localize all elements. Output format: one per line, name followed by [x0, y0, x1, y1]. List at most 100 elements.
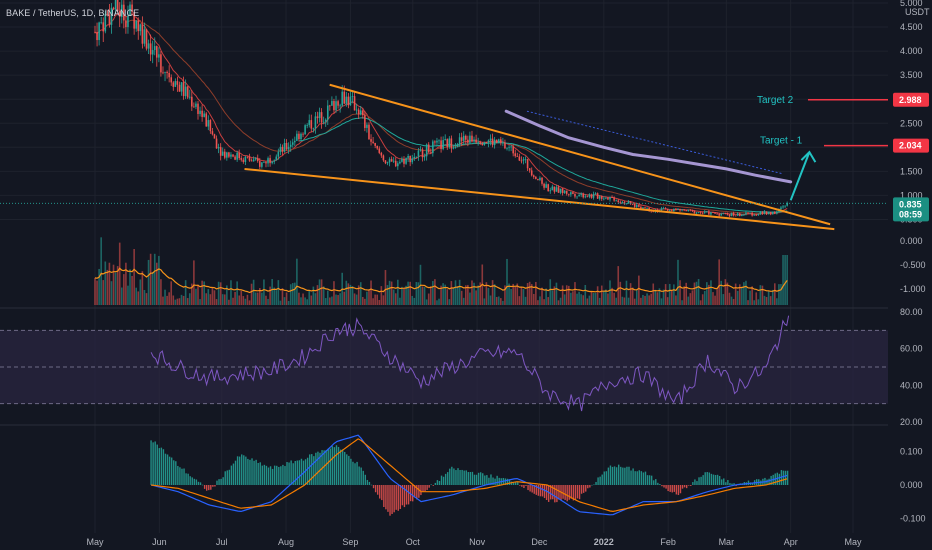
candle-body — [699, 212, 702, 213]
macd-histogram-bar — [537, 485, 540, 496]
macd-histogram-bar — [319, 452, 321, 485]
macd-histogram-bar — [177, 465, 179, 485]
candle-body — [755, 214, 758, 216]
macd-histogram-bar — [576, 485, 579, 499]
candle-body — [203, 113, 205, 117]
volume-bar — [638, 275, 640, 305]
candle-body — [493, 139, 496, 146]
macd-histogram-bar — [667, 485, 669, 492]
volume-bar — [771, 289, 774, 305]
macd-histogram-bar — [267, 467, 270, 485]
candle-body — [473, 139, 475, 142]
candle-body — [236, 152, 238, 160]
macd-histogram-bar — [550, 485, 552, 500]
candle-body — [238, 152, 240, 159]
macd-histogram-bar — [366, 479, 369, 485]
volume-bar — [574, 282, 576, 305]
candle-body — [271, 161, 273, 164]
macd-histogram-bar — [282, 464, 284, 485]
macd-histogram-bar — [459, 470, 461, 485]
candle-body — [300, 133, 302, 140]
volume-bar — [339, 293, 341, 305]
volume-bar — [722, 294, 725, 305]
candle-body — [572, 192, 574, 194]
candle-body — [333, 101, 335, 111]
macd-histogram-bar — [517, 482, 519, 485]
volume-bar — [193, 260, 195, 305]
candle-body — [259, 161, 261, 167]
volume-axis-tick: -0.500 — [900, 260, 926, 270]
macd-histogram-bar — [564, 485, 566, 500]
macd-histogram-bar — [440, 475, 443, 485]
macd-histogram-bar — [327, 448, 329, 485]
candle-body — [324, 119, 327, 122]
volume-bar — [382, 295, 385, 305]
macd-axis-tick: 0.000 — [900, 480, 923, 490]
candle-body — [331, 101, 333, 106]
macd-histogram-bar — [508, 479, 511, 485]
macd-histogram-bar — [655, 479, 657, 485]
macd-histogram-bar — [570, 485, 573, 499]
macd-histogram-bar — [156, 444, 158, 485]
candle-body — [500, 139, 502, 143]
volume-bar — [310, 295, 313, 305]
time-axis-tick: Nov — [469, 537, 486, 547]
candle-body — [133, 11, 135, 29]
macd-histogram-bar — [294, 461, 296, 485]
macd-histogram-bar — [706, 472, 708, 485]
candle-body — [252, 159, 255, 162]
candle-body — [465, 135, 467, 140]
macd-histogram-bar — [578, 485, 581, 500]
volume-bar — [590, 291, 593, 305]
volume-bar — [479, 282, 482, 305]
macd-histogram-bar — [611, 466, 614, 485]
candle-body — [100, 22, 102, 24]
macd-histogram-bar — [185, 473, 187, 485]
volume-bar — [755, 292, 758, 305]
trendlines[interactable] — [244, 83, 835, 231]
candle-body — [129, 4, 131, 16]
ema-slow-line — [125, 19, 788, 214]
candle-body — [633, 203, 636, 207]
macd-histogram-bar — [391, 485, 393, 514]
candle-body — [411, 158, 414, 163]
candle-body — [96, 32, 98, 41]
macd-histogram-bar — [521, 485, 523, 487]
macd-histogram-bar — [634, 471, 636, 485]
macd-histogram-bar — [556, 485, 558, 503]
macd-histogram-bar — [566, 485, 568, 502]
macd-histogram-bar — [723, 478, 725, 485]
volume-bar — [164, 289, 166, 305]
macd-histogram-bar — [675, 485, 678, 495]
volume-bar — [226, 285, 228, 305]
volume-bar — [650, 293, 652, 305]
volume-bar — [143, 290, 146, 305]
candle-body — [277, 151, 280, 157]
candle-body — [559, 188, 562, 193]
candle-body — [209, 120, 212, 132]
volume-bar — [454, 280, 457, 305]
candle-body — [114, 0, 117, 10]
volume-bar — [710, 280, 712, 305]
volume-bar — [351, 286, 354, 305]
candle-body — [211, 131, 214, 135]
target-2-price-tag — [893, 92, 929, 107]
candle-body — [547, 184, 549, 192]
macd-histogram-bar — [368, 481, 371, 485]
volume-bar — [450, 281, 453, 305]
macd-histogram-bar — [696, 481, 698, 485]
candle-body — [123, 4, 125, 21]
macd-histogram-bar — [646, 475, 649, 485]
candle-body — [217, 147, 220, 149]
candle-body — [786, 202, 788, 206]
volume-bar — [497, 296, 500, 305]
macd-histogram-bar — [453, 468, 455, 485]
candle-body — [329, 105, 331, 107]
candle-body — [716, 213, 718, 215]
candle-body — [316, 116, 319, 119]
macd-histogram-bar — [325, 450, 327, 485]
volume-bar — [263, 279, 265, 305]
target-annotations[interactable]: Target 2 Target - 1 — [0, 95, 888, 204]
volume-bar — [304, 297, 306, 305]
